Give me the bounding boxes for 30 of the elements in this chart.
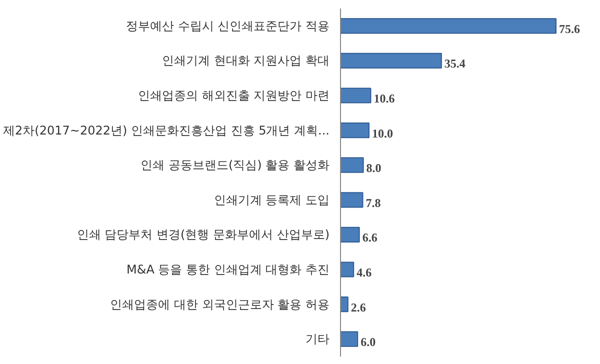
y-tick-label: 제2차(2017~2022년) 인쇄문화진흥산업 진흥 5개년 계획... bbox=[3, 123, 330, 138]
data-label: 8.0 bbox=[366, 161, 382, 176]
y-tick-label: 인쇄 공동브랜드(직심) 활용 활성화 bbox=[140, 158, 330, 172]
y-tick-label: M&A 등을 통한 인쇄업계 대형화 추진 bbox=[126, 262, 330, 276]
bar bbox=[340, 226, 360, 243]
bar bbox=[340, 262, 354, 278]
y-tick-label: 인쇄업종의 해외진출 지원방안 마련 bbox=[138, 88, 330, 102]
y-tick-label: 인쇄 담당부처 변경(현행 문화부에서 산업부로) bbox=[76, 228, 330, 242]
bar bbox=[340, 52, 442, 69]
bar bbox=[340, 122, 370, 138]
data-label: 35.4 bbox=[444, 56, 466, 71]
data-label: 6.0 bbox=[360, 335, 376, 350]
y-tick-label: 정부예산 수립시 신인쇄표준단가 적용 bbox=[126, 18, 330, 33]
data-label: 7.8 bbox=[366, 196, 381, 210]
data-label: 10.6 bbox=[374, 92, 395, 106]
bar bbox=[340, 331, 358, 347]
y-tick-label: 기타 bbox=[306, 332, 330, 346]
bar bbox=[340, 296, 348, 312]
data-label: 4.6 bbox=[356, 266, 372, 280]
y-tick-label: 인쇄기계 등록제 도입 bbox=[214, 192, 330, 207]
y-tick-label: 인쇄업종에 대한 외국인근로자 활용 허용 bbox=[110, 297, 330, 312]
data-label: 6.6 bbox=[362, 230, 378, 245]
bar bbox=[340, 88, 372, 104]
y-tick-label: 인쇄기계 현대화 지원사업 확대 bbox=[162, 54, 330, 68]
bar bbox=[340, 192, 364, 208]
data-label: 2.6 bbox=[350, 300, 366, 314]
data-label: 75.6 bbox=[559, 22, 580, 36]
bar bbox=[340, 18, 557, 34]
data-label: 10.0 bbox=[372, 126, 394, 140]
bar bbox=[340, 157, 364, 173]
